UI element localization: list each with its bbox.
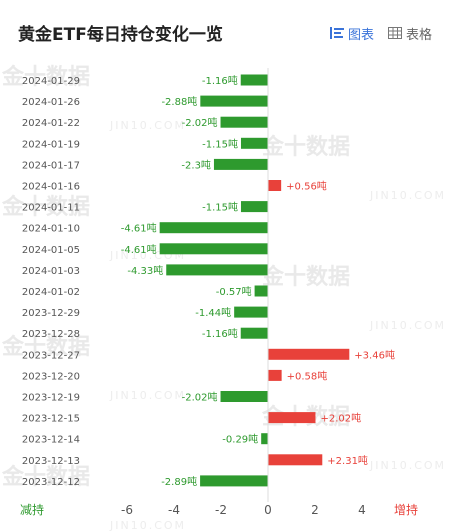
watermark-logo: 金十数据 [1, 334, 90, 360]
table-view-label: 表格 [406, 27, 433, 43]
value-label: +0.58吨 [287, 369, 328, 382]
value-label: -4.61吨 [121, 243, 157, 256]
category-label: 2024-01-10 [22, 224, 80, 235]
value-label: -1.16吨 [202, 327, 238, 340]
category-label: 2023-12-14 [22, 435, 80, 446]
watermark-logo: 金十数据 [1, 194, 90, 220]
value-label: -2.02吨 [182, 116, 218, 129]
bar[interactable] [268, 454, 323, 466]
watermark-logo: 金十数据 [261, 264, 350, 290]
category-label: 2023-12-29 [22, 308, 80, 319]
bar[interactable] [200, 95, 268, 107]
value-label: -1.44吨 [195, 306, 231, 319]
value-label: +3.46吨 [354, 348, 395, 361]
bar[interactable] [220, 391, 268, 402]
watermark-domain: JIN10.COM [109, 389, 186, 402]
bar[interactable] [254, 285, 268, 297]
value-label: -4.33吨 [127, 264, 163, 277]
category-label: 2024-01-29 [22, 76, 80, 87]
category-label: 2024-01-11 [22, 203, 80, 214]
category-label: 2024-01-02 [22, 287, 80, 298]
category-label: 2023-12-19 [22, 393, 80, 404]
table-view-tab[interactable]: 表格 [388, 24, 433, 43]
bar[interactable] [213, 158, 268, 170]
category-label: 2024-01-05 [22, 245, 80, 256]
watermark-domain: JIN10.COM [369, 189, 446, 202]
watermark-logo: 金十数据 [261, 134, 350, 160]
category-label: 2023-12-13 [22, 456, 80, 467]
x-tick-label: -2 [215, 503, 227, 517]
value-label: -0.29吨 [222, 433, 258, 446]
value-label: -1.16吨 [202, 74, 238, 87]
value-label: -2.3吨 [181, 158, 211, 171]
category-label: 2024-01-17 [22, 160, 80, 171]
bar[interactable] [166, 264, 268, 276]
watermark-logo: 金十数据 [1, 64, 90, 90]
bar[interactable] [220, 116, 268, 128]
chart-header: 黄金ETF每日持仓变化一览 图表 表格 [0, 0, 450, 64]
bar[interactable] [159, 243, 268, 255]
value-label: -2.88吨 [161, 95, 197, 108]
value-label: -2.89吨 [161, 475, 197, 488]
category-label: 2023-12-28 [22, 329, 80, 340]
watermark-domain: JIN10.COM [109, 119, 186, 132]
chart-title: 黄金ETF每日持仓变化一览 [18, 25, 223, 45]
value-label: -1.15吨 [202, 201, 238, 214]
bar[interactable] [268, 180, 282, 191]
category-label: 2024-01-03 [22, 266, 80, 277]
watermark-domain: JIN10.COM [369, 459, 446, 472]
category-label: 2023-12-20 [22, 371, 80, 382]
value-label: -0.57吨 [216, 285, 252, 298]
bar[interactable] [200, 475, 268, 487]
value-label: +2.02吨 [320, 412, 361, 425]
chart-view-tab[interactable]: 图表 [330, 24, 375, 43]
bar[interactable] [268, 369, 282, 381]
bar[interactable] [261, 433, 268, 445]
bar[interactable] [234, 306, 268, 318]
x-tick-label: 4 [358, 503, 366, 517]
bar[interactable] [268, 348, 350, 360]
category-label: 2024-01-19 [22, 139, 80, 150]
category-label: 2023-12-15 [22, 414, 80, 425]
category-label: 2024-01-16 [22, 182, 80, 193]
table-icon [388, 27, 402, 39]
value-label: -2.02吨 [182, 391, 218, 404]
category-label: 2024-01-26 [22, 97, 80, 108]
bar[interactable] [240, 74, 268, 86]
value-label: +2.31吨 [327, 454, 368, 467]
bar[interactable] [268, 412, 316, 424]
value-label: +0.56吨 [286, 180, 327, 193]
bar[interactable] [240, 201, 268, 213]
value-label: -1.15吨 [202, 137, 238, 150]
increase-label: 增持 [394, 502, 418, 517]
category-label: 2023-12-27 [22, 350, 80, 361]
watermark-logo: 金十数据 [1, 464, 90, 490]
chart-view-label: 图表 [348, 27, 375, 43]
x-tick-label: -6 [121, 503, 133, 517]
bar[interactable] [159, 222, 268, 234]
category-label: 2024-01-22 [22, 118, 80, 129]
bar[interactable] [240, 327, 268, 339]
watermark-domain: JIN10.COM [109, 519, 186, 531]
x-tick-label: -4 [168, 503, 180, 517]
etf-bar-chart: 金十数据 JIN10.COM 金十数据 JIN10.COM 金十数据 JIN10.COM 金… [1, 64, 446, 531]
x-tick-label: 0 [264, 503, 272, 517]
x-axis: -6 -4 -2 0 2 4 减持 增持 [20, 502, 418, 517]
reduce-label: 减持 [20, 502, 44, 517]
x-tick-label: 2 [311, 503, 319, 517]
bars-layer: 2024-01-29 -1.16吨 2024-01-26 -2.88吨 2024-01-… [22, 68, 395, 502]
category-label: 2023-12-12 [22, 477, 80, 488]
bar[interactable] [240, 137, 268, 149]
bar-chart-icon [330, 27, 344, 39]
watermark-domain: JIN10.COM [369, 319, 446, 332]
value-label: -4.61吨 [121, 222, 157, 235]
